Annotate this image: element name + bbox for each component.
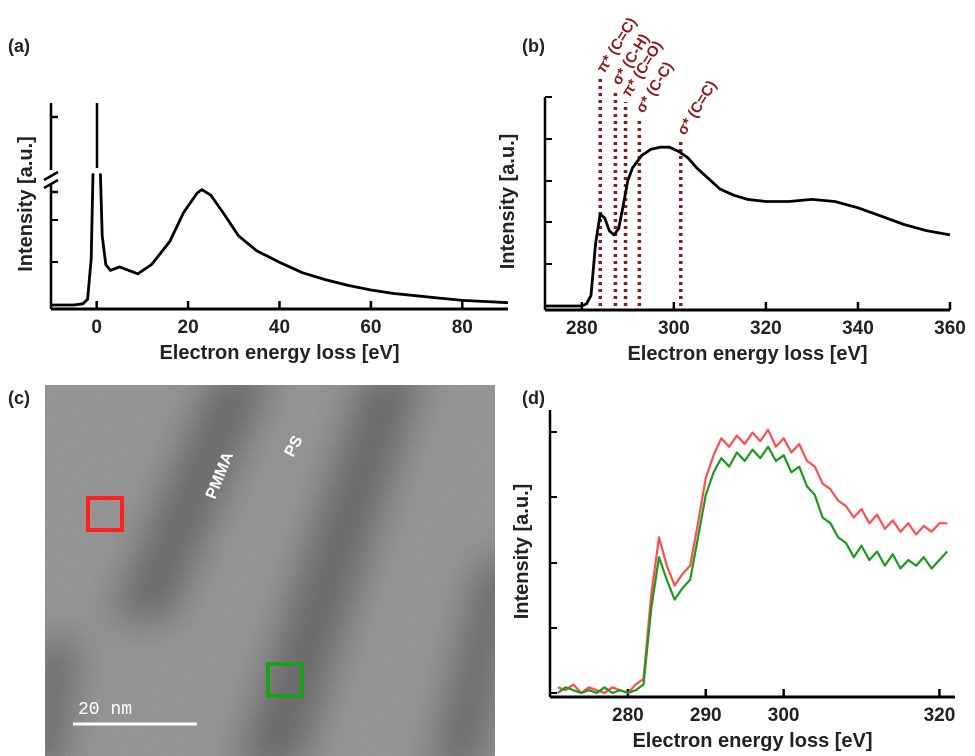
axis-break: [43, 103, 99, 194]
tem-image: 20 nm PMMA PS: [45, 385, 495, 756]
data-line: [557, 445, 949, 695]
data-line: [51, 173, 509, 307]
x-tick-label: 280: [566, 318, 598, 339]
x-axis-title: Electron energy loss [eV]: [632, 730, 872, 752]
x-axis-title: Electron energy loss [eV]: [159, 342, 399, 364]
y-axis-title: Intensity [a.u.]: [497, 134, 519, 270]
data-line: [545, 145, 951, 308]
panel-label: (b): [522, 36, 545, 56]
x-tick-label: 300: [658, 318, 690, 339]
region-box: [86, 496, 124, 532]
annotation-label: σ* (C=C): [674, 78, 721, 138]
x-tick-label: 280: [612, 705, 644, 726]
y-axis-title: Intensity [a.u.]: [15, 136, 37, 272]
region-box: [266, 662, 304, 698]
x-tick-label: 290: [690, 705, 722, 726]
x-tick-label: 320: [750, 318, 782, 339]
x-tick-label: 320: [924, 705, 956, 726]
panel-label: (a): [8, 36, 30, 56]
x-tick-label: 60: [360, 317, 381, 338]
x-tick-label: 20: [178, 317, 199, 338]
y-axis-title: Intensity [a.u.]: [511, 484, 533, 620]
panel-label: (c): [8, 388, 30, 408]
panel-label: (d): [522, 388, 545, 408]
x-axis-title: Electron energy loss [eV]: [627, 343, 867, 365]
scale-bar-label: 20 nm: [78, 700, 132, 720]
x-tick-label: 80: [452, 317, 473, 338]
x-tick-label: 0: [91, 317, 102, 338]
x-tick-label: 360: [934, 318, 966, 339]
x-tick-label: 40: [269, 317, 290, 338]
x-tick-label: 340: [842, 318, 874, 339]
x-tick-label: 300: [768, 705, 800, 726]
